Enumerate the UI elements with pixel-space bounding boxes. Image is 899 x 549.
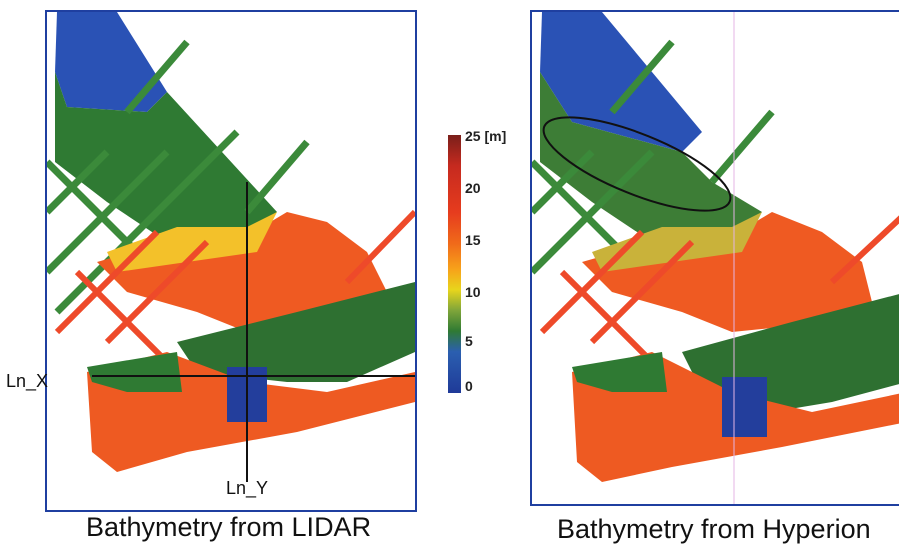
colorbar-tick-15: 15 xyxy=(465,232,481,248)
lidar-lower-green xyxy=(87,352,182,392)
colorbar-tick-25: 25 [m] xyxy=(465,128,507,144)
lidar-yellow-edge xyxy=(107,212,277,272)
hyperion-mixed-edge xyxy=(592,212,762,272)
hyperion-bathymetry-map xyxy=(530,10,899,506)
hyperion-map-graphic xyxy=(532,12,899,504)
lidar-map-graphic xyxy=(47,12,415,482)
colorbar-tick-0: 0 xyxy=(465,378,473,394)
ln-y-label: Ln_Y xyxy=(226,478,269,498)
lidar-caption: Bathymetry from LIDAR xyxy=(86,512,372,542)
colorbar-tick-20: 20 xyxy=(465,180,481,196)
depth-colorbar xyxy=(448,135,461,393)
lidar-deep-region xyxy=(55,12,167,112)
colorbar-tick-10: 10 xyxy=(465,284,481,300)
ln-x-label: Ln_X xyxy=(6,371,49,391)
colorbar-tick-5: 5 xyxy=(465,333,473,349)
hyperion-blue-pit xyxy=(722,377,767,437)
hyperion-caption: Bathymetry from Hyperion xyxy=(557,514,871,544)
lidar-green-island xyxy=(177,282,415,382)
highlight-ellipse xyxy=(542,116,732,212)
lidar-bathymetry-map xyxy=(45,10,417,512)
hyperion-lower-green xyxy=(572,352,667,392)
